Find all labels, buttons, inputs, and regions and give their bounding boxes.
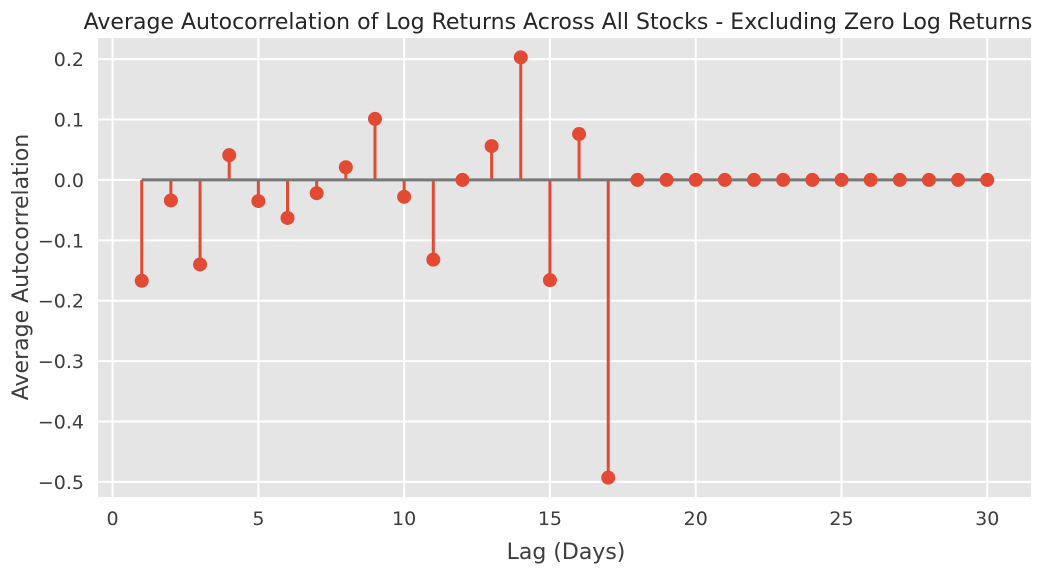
y-tick-label: −0.1 (38, 230, 84, 252)
y-tick-label: 0.1 (54, 110, 84, 132)
stem-marker (134, 273, 149, 288)
stem-marker (601, 470, 616, 485)
y-tick-label: 0.2 (54, 49, 84, 71)
stem-marker (513, 50, 528, 65)
y-tick-label: −0.5 (38, 472, 84, 494)
y-tick-label: −0.4 (38, 412, 84, 434)
stem-marker (163, 193, 178, 208)
stem-marker (688, 172, 703, 187)
plot-area (98, 38, 1031, 497)
stem-marker (367, 111, 382, 126)
y-tick-label: −0.3 (38, 351, 84, 373)
stem-marker (747, 172, 762, 187)
stem-marker (630, 172, 645, 187)
stem-marker (892, 172, 907, 187)
stem-marker (309, 186, 324, 201)
x-tick-label: 25 (829, 508, 853, 530)
x-tick-label: 20 (684, 508, 708, 530)
x-tick-label: 30 (975, 508, 999, 530)
stem-marker (717, 172, 732, 187)
chart-title: Average Autocorrelation of Log Returns A… (84, 10, 1033, 35)
stem-marker (863, 172, 878, 187)
stem-marker (426, 252, 441, 267)
x-tick-label: 5 (252, 508, 264, 530)
y-tick-label: 0.0 (54, 170, 84, 192)
stem-marker (542, 273, 557, 288)
stem-marker (921, 172, 936, 187)
stem-marker (980, 172, 995, 187)
stem-marker (484, 139, 499, 154)
stem-marker (572, 127, 587, 142)
x-tick-label: 10 (392, 508, 416, 530)
stem-marker (251, 194, 266, 209)
x-tick-label: 15 (538, 508, 562, 530)
x-tick-labels: 0 5 10 15 20 25 30 (107, 508, 1000, 530)
x-axis-label: Lag (Days) (507, 540, 626, 565)
y-tick-labels: −0.5 −0.4 −0.3 −0.2 −0.1 0.0 0.1 0.2 (38, 49, 84, 494)
y-tick-label: −0.2 (38, 291, 84, 313)
stem-marker (776, 172, 791, 187)
y-axis-label: Average Autocorrelation (9, 134, 34, 400)
stem-marker (193, 257, 208, 272)
stem-marker (455, 172, 470, 187)
stem-marker (834, 172, 849, 187)
stem-marker (659, 172, 674, 187)
stem-marker (951, 172, 966, 187)
stem-marker (805, 172, 820, 187)
stem-marker (397, 189, 412, 204)
x-tick-label: 0 (107, 508, 119, 530)
stem-marker (222, 148, 237, 163)
stem-marker (280, 210, 295, 225)
stem-marker (338, 160, 353, 175)
stem-markers (134, 50, 995, 485)
